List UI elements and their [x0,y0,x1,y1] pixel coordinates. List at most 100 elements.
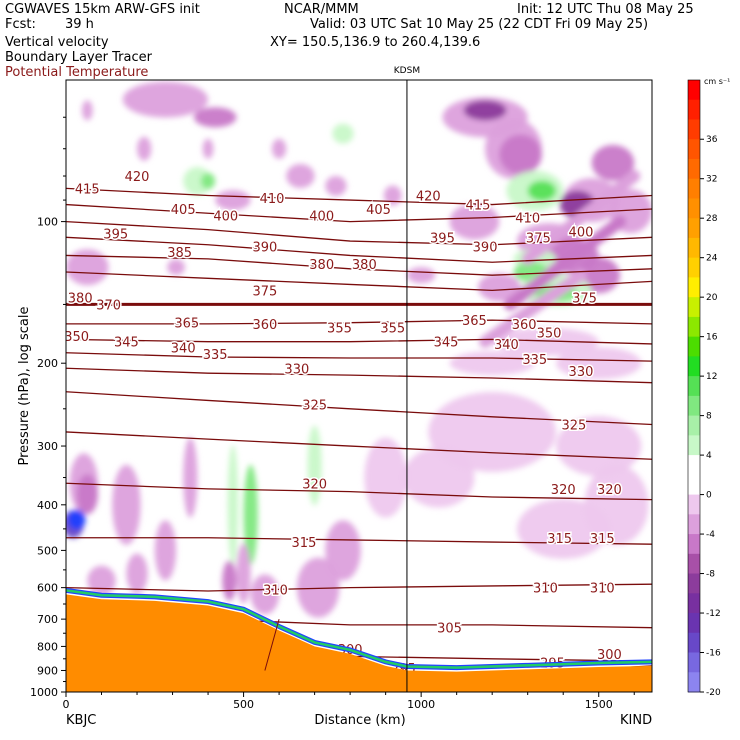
velocity-blob [200,173,216,190]
theta-label: 355 [380,322,405,337]
colorbar-bin [688,632,700,654]
theta-label: 360 [252,318,277,333]
velocity-blob [517,498,610,559]
tracer-rim-green [66,589,652,669]
colorbar-label: -8 [706,570,715,580]
y-tick-label: 300 [37,440,58,453]
theta-contour [66,537,652,545]
velocity-blob [449,203,500,240]
colorbar-bin [688,593,700,614]
theta-label: 375 [572,292,597,307]
theta-label: 360 [512,318,537,333]
colorbar-bin [688,455,700,476]
velocity-blob [449,351,535,376]
velocity-blob [591,144,635,181]
velocity-blob [463,100,507,121]
theta-contour [66,319,652,325]
theta-label: 395 [430,231,455,246]
colorbar-label: 32 [706,175,717,185]
velocity-blob [296,557,340,618]
theta-label: 380 [309,258,334,273]
velocity-blob [325,175,347,196]
theta-label: 335 [203,348,228,363]
velocity-blob [215,190,251,211]
velocity-blob [332,123,354,144]
theta-contour [66,391,652,426]
right-station: KIND [620,713,652,728]
forecast-label: Fcst: [5,17,36,32]
theta-label: 340 [171,341,196,356]
theta-label: 315 [547,532,572,547]
velocity-blob [202,138,214,159]
velocity-blob [76,474,98,515]
colorbar-label: 20 [706,293,718,303]
y-tick-label: 700 [37,613,58,626]
colorbar-bin [688,198,700,219]
velocity-blob [325,520,361,581]
theta-label: 410 [515,211,540,226]
velocity-blob [137,136,152,161]
theta-label: 325 [561,419,586,434]
velocity-blob [403,447,475,508]
velocity-blob [167,259,185,276]
terrain-contour [264,619,280,671]
theta-label: 320 [551,483,576,498]
theta-label: 390 [473,241,498,256]
plot-frame [65,79,653,693]
model-title: CGWAVES 15km ARW-GFS init [5,2,200,17]
velocity-blob [126,553,148,594]
colorbar-bin [688,316,700,338]
colorbar-label: 28 [706,214,718,224]
theta-contour [66,236,652,263]
velocity-blob [250,574,280,615]
x-axis-title: Distance (km) [314,713,405,728]
velocity-blob [271,138,287,159]
velocity-blob [122,81,209,118]
valid-time: Valid: 03 UTC Sat 10 May 25 (22 CDT Fri … [310,17,649,32]
colorbar-bin [688,139,700,160]
theta-label: 345 [434,336,459,351]
field-boundary-layer: Boundary Layer Tracer [5,50,152,65]
theta-label: 395 [103,228,128,243]
velocity-blob [406,267,436,284]
colorbar-bin [688,376,700,397]
x-tick-label: 500 [233,698,254,711]
theta-contour [66,203,652,223]
theta-contour [66,338,652,345]
velocity-blob [477,273,521,302]
colorbar-bin [688,514,700,535]
colorbar-bin [688,218,700,239]
theta-label: 310 [263,583,288,598]
theta-contour [66,431,652,460]
velocity-blob [222,560,237,601]
velocity-blob [383,185,402,206]
colorbar-label: -16 [706,649,721,659]
theta-label: 325 [302,399,327,414]
colorbar-bin [688,356,700,377]
velocity-blob [492,327,599,356]
velocity-blob [236,543,251,604]
theta-label: 365 [174,317,199,332]
colorbar-bin [688,277,700,298]
colorbar-bin [688,99,700,120]
colorbar-bin [688,80,700,101]
theta-label: 365 [462,314,487,329]
theta-label: 320 [597,483,622,498]
colorbar-bin [688,494,700,515]
theta-label: 340 [494,338,519,353]
colorbar-bin [688,237,700,259]
theta-label: 335 [522,353,547,368]
theta-contour [66,254,652,276]
center-label: NCAR/MMM [284,2,359,17]
theta-label: 380 [68,292,93,307]
velocity-blob [556,416,642,477]
theta-label: 400 [309,209,334,224]
theta-label: 350 [537,326,562,341]
init-time: Init: 12 UTC Thu 08 May 25 [517,2,694,17]
theta-contour [66,482,652,501]
y-tick-label: 900 [37,664,58,677]
x-tick-label: 1000 [407,698,435,711]
colorbar-bin [688,573,700,594]
colorbar-bin [688,474,700,496]
colorbar: 36 32 28 24 20 16 12 8 4 0 -4 -8 -12 -16 -20 [687,79,721,698]
